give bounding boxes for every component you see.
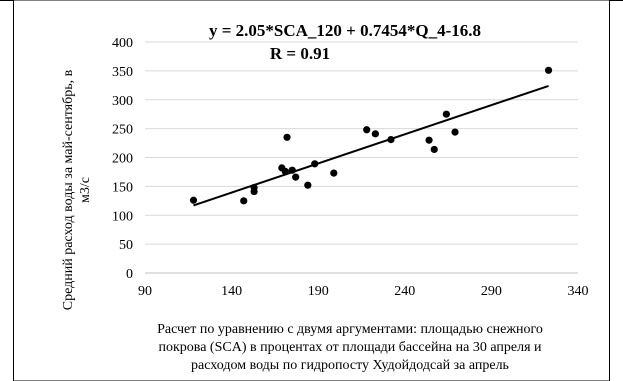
gridlines <box>145 41 578 245</box>
x-axis-title-line-1: Расчет по уравнению с двумя аргументами:… <box>157 322 543 337</box>
x-axis-title: Расчет по уравнению с двумя аргументами:… <box>157 322 543 373</box>
data-point-6 <box>281 167 289 175</box>
data-point-16 <box>425 136 433 144</box>
y-tick-label-250: 250 <box>112 123 133 138</box>
x-tick-label-190: 190 <box>308 284 329 299</box>
x-tick-label-290: 290 <box>481 284 502 299</box>
y-tick-label-50: 50 <box>119 238 133 253</box>
x-tick-label-140: 140 <box>221 284 242 299</box>
y-tick-label-200: 200 <box>112 152 133 167</box>
x-tick-label-240: 240 <box>394 284 415 299</box>
chart-border <box>13 0 610 381</box>
data-point-17 <box>430 145 438 154</box>
data-point-9 <box>292 173 300 181</box>
y-axis-title: Средний расход воды за май-сентябрь, в м… <box>61 69 93 310</box>
y-tick-label-150: 150 <box>112 180 133 195</box>
data-points <box>189 66 553 205</box>
y-axis-title-line-2: м3/с <box>78 177 93 203</box>
data-point-1 <box>189 196 198 204</box>
x-tick-label-90: 90 <box>138 284 152 299</box>
data-point-4 <box>250 183 258 192</box>
trendline <box>193 84 549 207</box>
data-point-19 <box>451 128 459 136</box>
data-point-20 <box>544 66 553 74</box>
data-point-15 <box>387 135 395 144</box>
x-tick-label-340: 340 <box>568 284 589 299</box>
tick-labels: 0 50 100 150 200 250 300 350 400 90 140 190 240 290 34… <box>112 36 589 299</box>
data-point-12 <box>330 169 338 177</box>
y-tick-label-0: 0 <box>126 267 133 282</box>
chart-title: y = 2.05*SCA_120 + 0.7454*Q_4-16.8 <box>209 21 481 40</box>
y-tick-label-100: 100 <box>112 209 133 224</box>
data-point-2 <box>240 197 248 205</box>
data-point-7 <box>283 133 291 141</box>
x-axis-title-line-3: расходом воды по гидропосту Худойдодсай … <box>191 358 509 373</box>
data-point-10 <box>304 181 312 189</box>
data-point-11 <box>311 160 319 168</box>
chart-subtitle: R = 0.91 <box>270 44 330 63</box>
trendline-group <box>193 84 549 207</box>
y-axis-title-line-1: Средний расход воды за май-сентябрь, в <box>61 69 76 310</box>
data-point-8 <box>288 166 296 174</box>
data-point-13 <box>363 126 371 134</box>
data-point-18 <box>442 110 450 118</box>
x-axis-title-line-2: покрова (SCA) в процентах от площади бас… <box>158 340 542 355</box>
y-tick-label-350: 350 <box>112 65 133 80</box>
y-tick-label-400: 400 <box>112 36 133 51</box>
data-point-14 <box>371 130 379 138</box>
y-tick-label-300: 300 <box>112 94 133 109</box>
